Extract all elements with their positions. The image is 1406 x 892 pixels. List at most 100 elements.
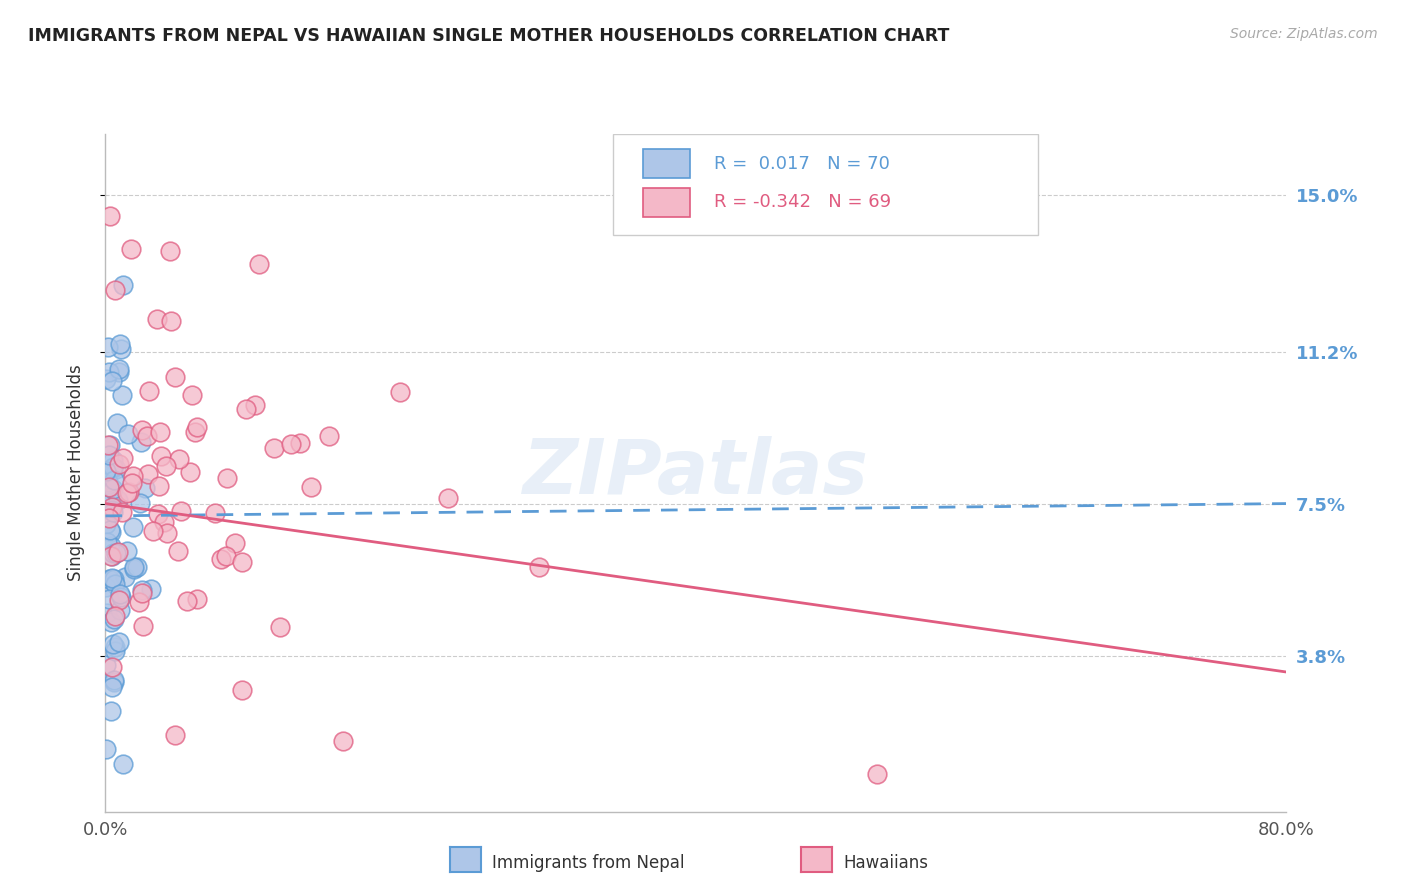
Point: [100, 549, 122, 563]
Point: [186, 591, 208, 606]
Point: [179, 465, 201, 479]
Point: [98, 572, 121, 586]
Point: [263, 442, 285, 456]
Text: Hawaiians: Hawaiians: [844, 854, 928, 871]
Text: Source: ZipAtlas.com: Source: ZipAtlas.com: [1230, 27, 1378, 41]
Point: [105, 416, 128, 430]
Point: [125, 559, 148, 574]
Point: [108, 458, 131, 472]
Point: [235, 401, 257, 416]
Point: [101, 571, 124, 585]
Point: [98, 438, 121, 452]
Point: [131, 585, 153, 599]
Text: R =  0.017   N = 70: R = 0.017 N = 70: [714, 154, 890, 173]
Point: [96, 606, 118, 620]
Point: [122, 468, 145, 483]
Point: [103, 673, 125, 688]
Point: [160, 314, 183, 328]
Point: [97, 448, 120, 462]
Point: [110, 342, 132, 356]
Point: [108, 587, 131, 601]
Point: [169, 451, 191, 466]
Point: [101, 680, 124, 694]
Point: [101, 637, 124, 651]
Point: [111, 505, 134, 519]
Point: [209, 552, 232, 566]
Point: [128, 496, 150, 510]
Text: Immigrants from Nepal: Immigrants from Nepal: [492, 854, 685, 871]
Point: [299, 480, 322, 494]
Point: [149, 449, 172, 463]
Point: [145, 311, 167, 326]
Point: [131, 582, 153, 597]
Point: [183, 425, 205, 439]
Point: [120, 242, 142, 256]
Point: [96, 535, 118, 549]
Point: [100, 494, 122, 508]
Point: [96, 580, 118, 594]
Point: [318, 429, 340, 443]
Point: [104, 577, 127, 591]
Point: [142, 524, 165, 538]
Point: [176, 594, 198, 608]
Point: [108, 365, 131, 379]
Point: [269, 620, 291, 634]
Point: [280, 437, 302, 451]
Point: [170, 504, 193, 518]
Point: [118, 484, 141, 499]
Point: [114, 570, 136, 584]
Point: [111, 277, 134, 292]
Point: [100, 539, 122, 553]
Point: [107, 492, 129, 507]
Point: [101, 453, 124, 467]
Point: [101, 500, 124, 515]
Point: [105, 462, 128, 476]
Point: [97, 480, 120, 494]
Point: [121, 476, 143, 491]
Point: [97, 340, 120, 354]
Point: [103, 612, 125, 626]
Point: [103, 473, 125, 487]
Point: [167, 543, 190, 558]
Point: [101, 505, 124, 519]
Point: [96, 658, 118, 673]
Point: [148, 479, 170, 493]
Point: [101, 460, 124, 475]
Point: [181, 388, 204, 402]
Point: [100, 704, 122, 718]
FancyBboxPatch shape: [643, 149, 690, 178]
Point: [107, 545, 129, 559]
Point: [108, 635, 131, 649]
Point: [247, 257, 270, 271]
Point: [149, 425, 172, 440]
Point: [243, 398, 266, 412]
Point: [332, 734, 354, 748]
FancyBboxPatch shape: [613, 134, 1039, 235]
Point: [104, 644, 127, 658]
Point: [155, 458, 177, 473]
Point: [101, 503, 124, 517]
Point: [103, 675, 125, 690]
Point: [98, 523, 121, 537]
Point: [215, 471, 238, 485]
Point: [529, 559, 551, 574]
Point: [98, 209, 121, 223]
Point: [110, 591, 132, 605]
Point: [131, 423, 153, 437]
Point: [98, 591, 121, 606]
Point: [156, 526, 179, 541]
Point: [224, 536, 246, 550]
Point: [101, 549, 124, 563]
Point: [139, 582, 162, 596]
Point: [108, 336, 131, 351]
Point: [288, 435, 311, 450]
Point: [103, 640, 125, 654]
Point: [112, 451, 135, 466]
Point: [108, 593, 131, 607]
Point: [97, 490, 120, 504]
Point: [101, 660, 124, 674]
Point: [115, 544, 138, 558]
Point: [389, 384, 412, 399]
Point: [101, 546, 124, 560]
Point: [122, 562, 145, 576]
